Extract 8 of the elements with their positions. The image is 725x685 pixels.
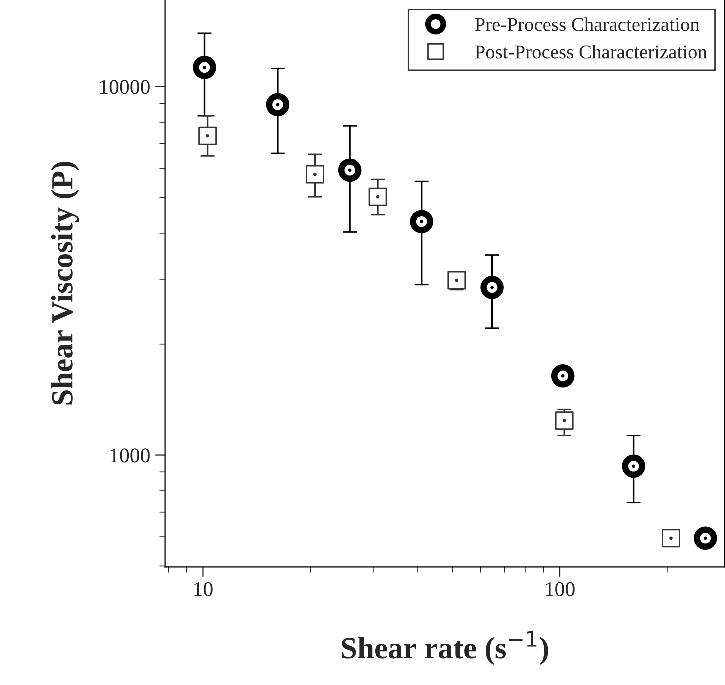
y-axis-title: Shear Viscosity (P) [51,162,80,405]
legend-label: Pre-Process Characterization [475,18,700,32]
y-tick-label: 10000 [100,80,150,94]
y-tick-label: 1000 [110,448,150,463]
x-axis-title: Shear rate (s$^{−1}$) [342,631,548,666]
legend-label: Post-Process Characterization [475,45,708,59]
x-tick-label: 10 [194,582,213,596]
x-tick-label: 100 [546,582,575,596]
